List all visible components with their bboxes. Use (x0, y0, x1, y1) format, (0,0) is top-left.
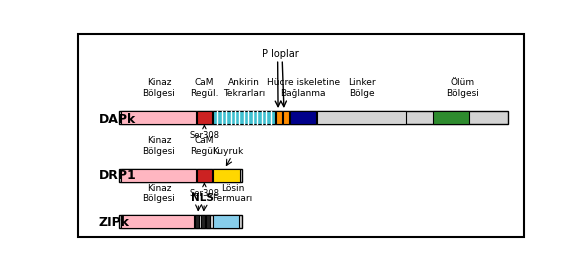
Bar (212, 111, 275, 125)
Text: Ser308: Ser308 (190, 125, 220, 140)
Bar (201, 215, 205, 228)
Bar (121, 111, 196, 125)
Bar (119, 215, 242, 228)
Text: DRP1: DRP1 (99, 169, 136, 182)
Bar (317, 111, 406, 125)
Bar (197, 111, 212, 125)
Bar (213, 215, 239, 228)
Text: Linker
Bölge: Linker Bölge (348, 78, 376, 98)
Text: P loplar: P loplar (262, 49, 298, 59)
Bar (119, 111, 508, 125)
Bar (121, 215, 194, 228)
Text: ZIPk: ZIPk (99, 216, 129, 229)
Text: Ser308: Ser308 (190, 183, 220, 198)
Text: Lösin
Fermuarı: Lösin Fermuarı (212, 184, 253, 203)
Text: NLS: NLS (191, 193, 214, 203)
Bar (283, 111, 289, 125)
Text: CaM
Regül.: CaM Regül. (190, 136, 218, 155)
Text: Ölüm
Bölgesi: Ölüm Bölgesi (446, 78, 479, 98)
Text: Kinaz
Bölgesi: Kinaz Bölgesi (143, 78, 176, 98)
Text: Kinaz
Bölgesi: Kinaz Bölgesi (143, 184, 176, 203)
Text: Kuyruk: Kuyruk (212, 147, 244, 155)
Text: CaM
Regül.: CaM Regül. (190, 78, 218, 98)
Bar (290, 111, 316, 125)
Text: DAPk: DAPk (99, 113, 136, 126)
Bar (121, 169, 196, 182)
Text: Ankirin
Tekrarları: Ankirin Tekrarları (223, 78, 265, 98)
Bar (276, 111, 282, 125)
Text: Kinaz
Bölgesi: Kinaz Bölgesi (143, 136, 176, 155)
Bar (206, 215, 210, 228)
Bar (195, 215, 200, 228)
Bar (433, 111, 469, 125)
Bar (119, 169, 242, 182)
Text: Hücre iskeletine
Bağlanma: Hücre iskeletine Bağlanma (266, 78, 340, 98)
Bar (197, 169, 212, 182)
Bar (212, 169, 240, 182)
